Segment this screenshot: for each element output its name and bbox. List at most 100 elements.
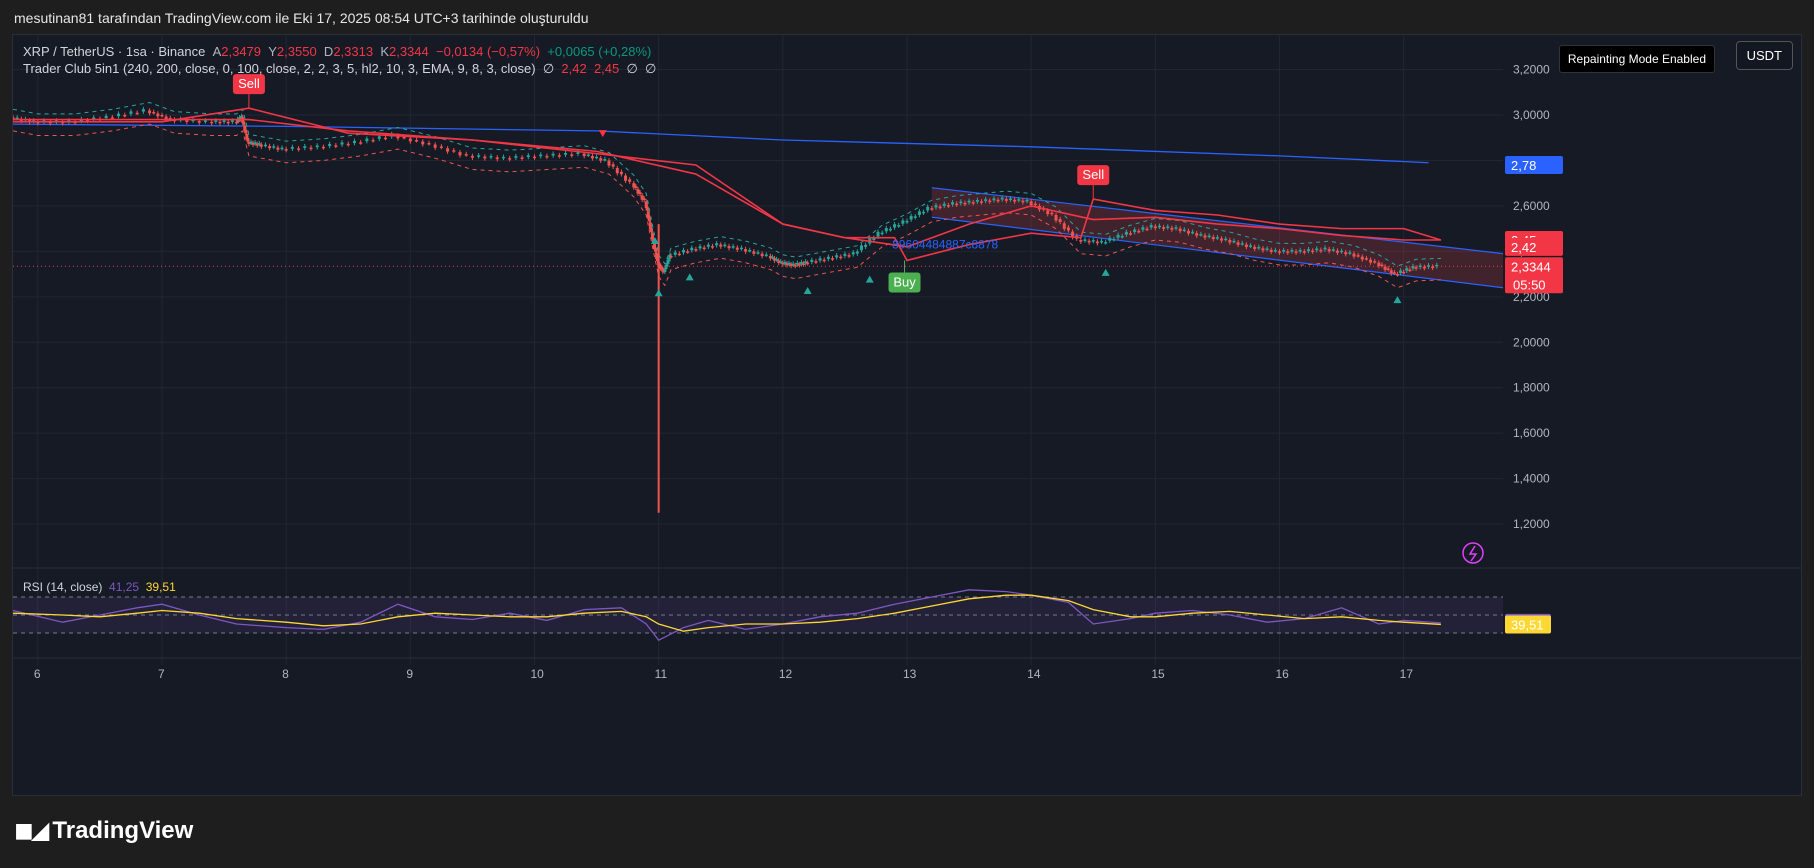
candle-body — [1062, 223, 1066, 229]
candle-body — [793, 265, 797, 267]
candle-body — [806, 262, 810, 265]
candle-body — [942, 203, 946, 206]
candle-body — [458, 152, 462, 156]
candle-body — [284, 149, 288, 151]
triangle-up-marker — [1393, 296, 1402, 304]
candle-body — [1335, 250, 1339, 253]
candle-body — [1116, 234, 1120, 238]
candle-body — [650, 233, 654, 240]
indicator-title[interactable]: Trader Club 5in1 (240, 200, close, 0, 10… — [23, 61, 536, 76]
sell-label-box — [1077, 165, 1110, 186]
candle-body — [1269, 249, 1273, 252]
price-tag-box — [1505, 257, 1563, 294]
candle-body — [15, 117, 19, 119]
candle-body — [1402, 271, 1406, 274]
candle-body — [1340, 250, 1344, 253]
candle-body — [822, 259, 826, 262]
candle-body — [1323, 247, 1327, 250]
candle-body — [433, 144, 437, 148]
candle-body — [152, 111, 156, 114]
candle-body — [777, 260, 781, 263]
candle-body — [135, 112, 139, 115]
chart-area[interactable]: 3,20003,00002,80002,60002,40002,20002,00… — [12, 34, 1802, 796]
candle-body — [1199, 234, 1203, 236]
rsi-tag: 39,51 — [1505, 615, 1551, 634]
candle-body — [893, 224, 897, 228]
candle-body — [739, 247, 743, 250]
candle-body — [946, 205, 950, 207]
candle-body — [371, 140, 375, 142]
candle-body — [951, 202, 955, 205]
candle-body — [1360, 256, 1364, 260]
candle-body — [1100, 240, 1104, 243]
symbol-title[interactable]: XRP / TetherUS · 1sa · Binance — [23, 44, 206, 59]
candle-body — [1058, 219, 1062, 222]
candle-body — [638, 192, 642, 194]
candle-body — [1236, 242, 1240, 245]
candle-body — [238, 117, 242, 120]
price-tag-label: 2,42 — [1511, 240, 1536, 255]
sell-signal: Sell — [232, 74, 265, 109]
candle-body — [1311, 250, 1315, 253]
candle-body — [402, 136, 406, 139]
tradingview-brand[interactable]: ◼◢ TradingView — [14, 816, 193, 845]
candle-body — [1278, 251, 1281, 253]
candle-body — [197, 121, 201, 123]
candle-body — [1273, 250, 1277, 252]
candle-body — [415, 140, 419, 142]
candle-body — [13, 117, 15, 120]
candle-body — [1207, 235, 1211, 238]
candle-body — [1050, 212, 1054, 215]
candle-body — [735, 247, 739, 250]
candle-body — [1257, 246, 1261, 249]
candle-body — [646, 211, 650, 219]
candle-body — [789, 264, 793, 266]
candle-body — [156, 113, 160, 117]
candle-body — [1373, 261, 1377, 263]
rsi-value: 41,25 — [109, 580, 140, 594]
candle-body — [658, 264, 662, 266]
tradingview-logo-icon: ◼◢ — [14, 817, 49, 844]
candle-body — [501, 156, 505, 159]
candle-body — [775, 259, 779, 261]
price-tag: 2,42 — [1505, 237, 1563, 256]
candle-body — [1120, 236, 1124, 238]
repainting-mode-badge[interactable]: Repainting Mode Enabled — [1558, 45, 1715, 73]
candle-body — [785, 263, 789, 266]
price-chart-svg[interactable]: 3,20003,00002,80002,60002,40002,20002,00… — [13, 35, 1801, 795]
candle-body — [706, 244, 710, 247]
candle-body — [1405, 268, 1409, 271]
low-value: 2,3313 — [333, 44, 374, 59]
candle-body — [290, 146, 294, 149]
brand-name: TradingView — [52, 816, 194, 844]
lower-envelope-line — [13, 123, 1441, 289]
candle-body — [297, 148, 301, 150]
candle-body — [1369, 259, 1373, 263]
candle-body — [377, 136, 381, 139]
currency-button[interactable]: USDT — [1735, 41, 1793, 70]
candle-body — [744, 249, 748, 252]
candle-body — [191, 119, 195, 122]
candle-body — [1418, 265, 1422, 268]
candle-body — [1083, 239, 1087, 241]
candle-body — [249, 141, 253, 144]
candle-body — [1411, 265, 1415, 269]
candle-body — [263, 144, 267, 147]
candle-body — [664, 265, 668, 270]
candle-body — [897, 225, 901, 227]
candle-body — [359, 142, 363, 144]
y-tick-label: 1,6000 — [1513, 426, 1550, 440]
candle-body — [655, 252, 659, 260]
candle-body — [727, 246, 731, 249]
buy-signal: Buy — [888, 260, 921, 293]
candle-body — [251, 143, 255, 145]
candle-body — [611, 164, 615, 167]
candle-body — [268, 146, 272, 149]
candle-body — [673, 252, 677, 255]
candle-body — [276, 147, 280, 150]
candle-body — [129, 111, 133, 114]
candle-body — [839, 256, 843, 259]
candle-body — [764, 254, 768, 257]
chart-annotation-text: 89604484887c8878 — [892, 238, 998, 252]
rsi-title[interactable]: RSI (14, close) — [23, 580, 103, 594]
